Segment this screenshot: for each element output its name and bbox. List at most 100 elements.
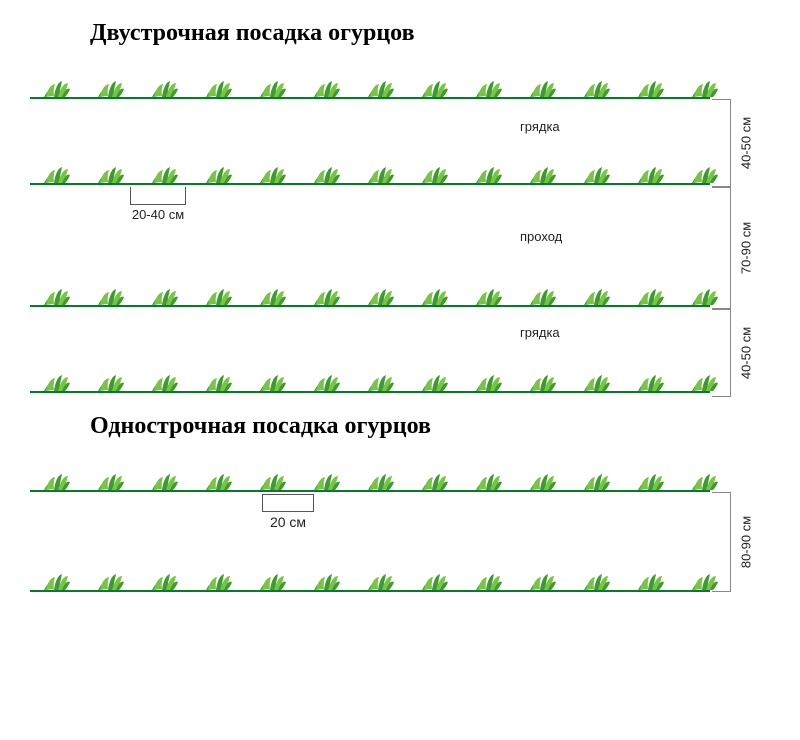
bed-label: грядка (520, 119, 560, 134)
bed-gap: грядка (30, 101, 770, 151)
tick (712, 492, 730, 493)
spacing-label: 20 см (270, 514, 306, 530)
cucumber-plant (94, 71, 126, 99)
cucumber-plant-icon (364, 564, 396, 592)
cucumber-plant-icon (580, 157, 612, 185)
cucumber-plant-icon (580, 464, 612, 492)
cucumber-plant (364, 279, 396, 307)
bed-height-measure: 40-50 см (712, 309, 770, 397)
bed-height-measure: 40-50 см (712, 99, 770, 187)
measure-vline (730, 99, 731, 187)
cucumber-plant-icon (310, 365, 342, 393)
cucumber-plant-icon (40, 157, 72, 185)
cucumber-plant (40, 564, 72, 592)
cucumber-plant (94, 279, 126, 307)
cucumber-plant (148, 564, 180, 592)
cucumber-plant (202, 279, 234, 307)
cucumber-plant-icon (40, 71, 72, 99)
cucumber-plant-icon (94, 71, 126, 99)
cucumber-plant (94, 464, 126, 492)
cucumber-plant (580, 71, 612, 99)
cucumber-plant (310, 71, 342, 99)
plants-container (40, 71, 720, 99)
cucumber-plant-icon (94, 365, 126, 393)
cucumber-plant-icon (310, 564, 342, 592)
cucumber-plant-icon (310, 157, 342, 185)
cucumber-plant (634, 464, 666, 492)
cucumber-plant (418, 365, 450, 393)
cucumber-plant-icon (364, 464, 396, 492)
cucumber-plant-icon (634, 564, 666, 592)
cucumber-plant-icon (634, 279, 666, 307)
cucumber-plant-icon (40, 464, 72, 492)
cucumber-plant-icon (310, 71, 342, 99)
row-height-measure: 80-90 см (712, 492, 770, 592)
cucumber-plant-icon (202, 464, 234, 492)
cucumber-plant-icon (94, 464, 126, 492)
cucumber-plant (202, 365, 234, 393)
cucumber-plant-icon (526, 71, 558, 99)
cucumber-plant (472, 157, 504, 185)
measure-vline (730, 187, 731, 309)
cucumber-plant (310, 365, 342, 393)
plant-row (30, 65, 770, 101)
cucumber-plant (310, 279, 342, 307)
cucumber-plant-icon (364, 71, 396, 99)
bed-label: грядка (520, 325, 560, 340)
cucumber-plant (526, 71, 558, 99)
cucumber-plant-icon (418, 157, 450, 185)
tick (712, 591, 730, 592)
cucumber-plant (310, 464, 342, 492)
cucumber-plant-icon (418, 464, 450, 492)
cucumber-plant (418, 564, 450, 592)
cucumber-plant (472, 279, 504, 307)
cucumber-plant (526, 564, 558, 592)
cucumber-plant-icon (256, 464, 288, 492)
bracket-line (130, 187, 186, 205)
cucumber-plant (526, 279, 558, 307)
cucumber-plant (40, 71, 72, 99)
cucumber-plant (364, 157, 396, 185)
measure-vline (730, 309, 731, 397)
cucumber-plant-icon (202, 365, 234, 393)
cucumber-plant (310, 157, 342, 185)
cucumber-plant-icon (256, 564, 288, 592)
cucumber-plant (526, 365, 558, 393)
cucumber-plant-icon (418, 365, 450, 393)
cucumber-plant-icon (310, 464, 342, 492)
cucumber-plant (526, 157, 558, 185)
aisle-height-measure: 70-90 см (712, 187, 770, 309)
cucumber-plant-icon (148, 564, 180, 592)
cucumber-plant (418, 279, 450, 307)
cucumber-plant (580, 157, 612, 185)
cucumber-plant-icon (634, 464, 666, 492)
cucumber-plant (256, 564, 288, 592)
spacing-label: 20-40 см (132, 207, 184, 222)
cucumber-plant-icon (94, 279, 126, 307)
cucumber-plant (634, 157, 666, 185)
cucumber-plant-icon (526, 464, 558, 492)
cucumber-plant-icon (148, 71, 180, 99)
plants-container (40, 279, 720, 307)
two-row-diagram: грядка 20-40 см проход грядка 40-50 см 7 (30, 65, 770, 365)
cucumber-plant-icon (526, 365, 558, 393)
cucumber-plant-icon (526, 157, 558, 185)
cucumber-plant (364, 365, 396, 393)
cucumber-plant-icon (202, 564, 234, 592)
cucumber-plant-icon (94, 564, 126, 592)
cucumber-plant (148, 464, 180, 492)
cucumber-plant (472, 365, 504, 393)
plants-container (40, 157, 720, 185)
cucumber-plant-icon (526, 564, 558, 592)
cucumber-plant (472, 71, 504, 99)
bed-gap: грядка (30, 309, 770, 359)
plant-row (30, 458, 770, 494)
cucumber-plant (364, 464, 396, 492)
bracket-line (262, 494, 314, 512)
cucumber-plant-icon (256, 71, 288, 99)
cucumber-plant (40, 157, 72, 185)
cucumber-plant-icon (418, 71, 450, 99)
plants-container (40, 365, 720, 393)
cucumber-plant (202, 564, 234, 592)
cucumber-plant-icon (364, 157, 396, 185)
